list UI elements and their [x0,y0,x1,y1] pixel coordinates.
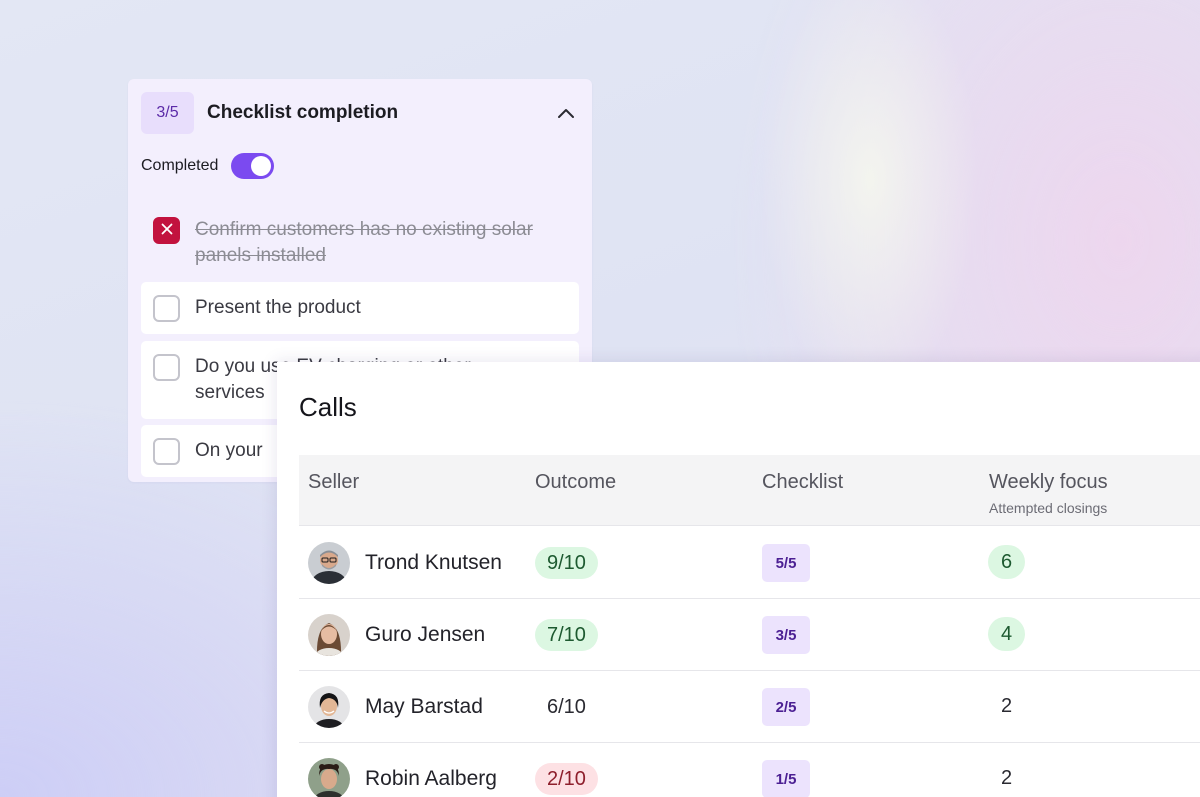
completed-toggle[interactable] [231,153,275,179]
avatar [308,542,350,584]
seller-name: May Barstad [365,695,483,718]
table-header: Seller Outcome Checklist Weekly focus At… [299,455,1200,526]
seller-name: Robin Aalberg [365,767,497,790]
checklist-item-text: On your [195,440,263,461]
calls-card: Calls Seller Outcome Checklist Weekly fo… [277,362,1200,797]
checklist-count-badge: 3/5 [141,92,194,134]
checklist-badge: 3/5 [762,616,810,654]
checkbox[interactable] [153,438,180,465]
outcome-badge: 9/10 [535,547,598,579]
checklist-item[interactable]: Present the product [141,282,579,334]
completed-toggle-row: Completed [141,153,275,179]
toggle-label: Completed [141,157,219,174]
column-subheader-weekly-focus: Attempted closings [989,500,1108,516]
column-header-checklist[interactable]: Checklist [762,471,844,493]
checklist-badge: 1/5 [762,760,810,797]
avatar [308,758,350,797]
avatar [308,614,350,656]
close-icon [161,222,173,240]
weekly-focus-badge: 2 [1000,695,1013,717]
failed-checkbox[interactable] [153,217,180,244]
checkbox[interactable] [153,295,180,322]
avatar [308,686,350,728]
column-header-weekly-focus[interactable]: Weekly focus [989,471,1108,493]
checklist-item-text: Confirm customers has no existing solar … [195,219,533,266]
table-row[interactable]: Robin Aalberg 2/10 1/5 2 [299,743,1200,797]
chevron-up-icon[interactable] [556,103,576,123]
column-header-outcome[interactable]: Outcome [535,471,617,493]
outcome-badge: 6/10 [547,696,586,718]
background-glow [760,0,980,400]
checklist-badge: 5/5 [762,544,810,582]
checklist-header[interactable]: 3/5 Checklist completion [141,92,576,134]
table-row[interactable]: May Barstad 6/10 2/5 2 [299,671,1200,743]
weekly-focus-badge: 4 [988,617,1025,651]
weekly-focus-badge: 2 [1000,767,1013,789]
checklist-item[interactable]: Confirm customers has no existing solar … [141,204,579,270]
checklist-item-text: Present the product [195,297,361,318]
toggle-knob [251,156,272,176]
checklist-title: Checklist completion [207,102,399,123]
table-row[interactable]: Trond Knutsen 9/10 5/5 6 [299,527,1200,599]
outcome-badge: 7/10 [535,619,598,651]
seller-name: Guro Jensen [365,623,486,646]
outcome-badge: 2/10 [535,763,598,795]
seller-name: Trond Knutsen [365,551,502,574]
column-header-seller[interactable]: Seller [308,471,360,493]
page-title: Calls [299,392,357,422]
checklist-badge: 2/5 [762,688,810,726]
weekly-focus-badge: 6 [988,545,1025,579]
checkbox[interactable] [153,354,180,381]
table-row[interactable]: Guro Jensen 7/10 3/5 4 [299,599,1200,671]
